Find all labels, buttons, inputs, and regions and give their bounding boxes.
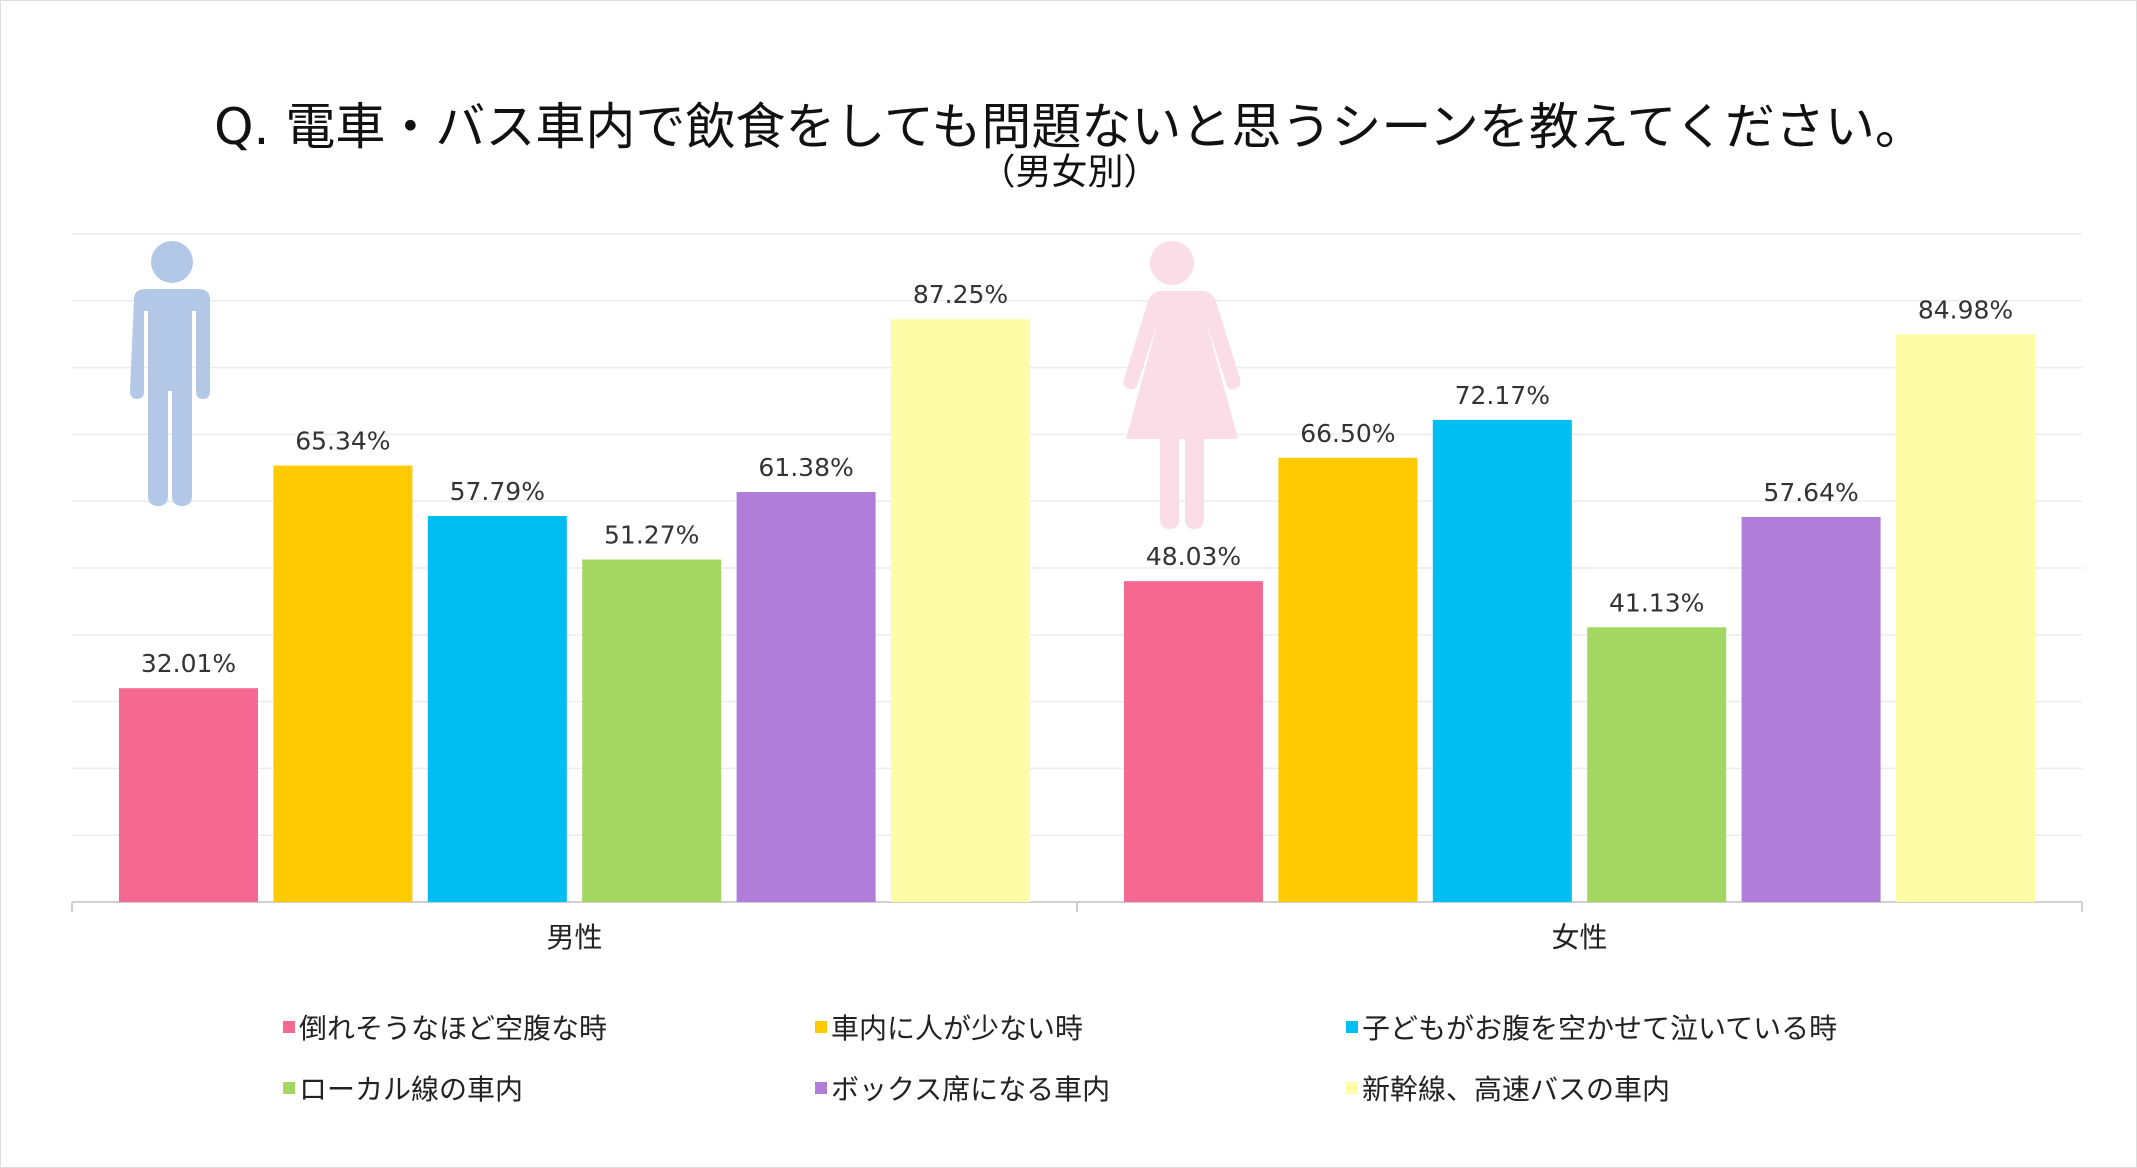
data-label: 32.01%: [141, 649, 236, 678]
bar: [1587, 627, 1727, 902]
legend-item: 車内に人が少ない時: [815, 1007, 1083, 1047]
legend-item: 新幹線、高速バスの車内: [1346, 1068, 1670, 1108]
woman-icon: [1123, 241, 1241, 529]
legend-swatch: [1346, 1082, 1358, 1094]
bar: [273, 465, 413, 902]
bar: [1124, 581, 1263, 902]
data-label: 72.17%: [1455, 381, 1550, 410]
legend-item: ボックス席になる車内: [815, 1068, 1110, 1108]
legend-swatch: [1346, 1021, 1358, 1033]
legend-item: ローカル線の車内: [283, 1068, 523, 1108]
legend-label: ボックス席になる車内: [831, 1073, 1111, 1106]
bar: [119, 688, 258, 902]
bar: [1741, 516, 1881, 902]
bar: [1432, 419, 1572, 902]
legend-item: 倒れそうなほど空腹な時: [283, 1007, 607, 1047]
data-label: 57.64%: [1763, 478, 1858, 507]
category-label: 男性: [546, 921, 602, 954]
category-label: 女性: [1551, 921, 1607, 954]
bar: [427, 515, 567, 902]
data-label: 57.79%: [450, 477, 545, 506]
data-label: 51.27%: [604, 521, 699, 550]
man-icon: [130, 241, 210, 506]
data-label: 41.13%: [1609, 588, 1704, 617]
legend-label: 倒れそうなほど空腹な時: [299, 1012, 608, 1045]
data-label: 65.34%: [295, 427, 390, 456]
bar: [1278, 457, 1418, 902]
legend-swatch: [815, 1021, 827, 1033]
bar: [582, 559, 722, 902]
data-label: 84.98%: [1918, 295, 2013, 324]
legend-swatch: [283, 1082, 295, 1094]
data-label: 48.03%: [1146, 542, 1241, 571]
bar: [1896, 334, 2035, 902]
chart-subtitle: （男女別）: [979, 152, 1160, 193]
legend-label: 新幹線、高速バスの車内: [1362, 1073, 1671, 1106]
legend-item: 子どもがお腹を空かせて泣いている時: [1346, 1007, 1837, 1047]
legend-label: 車内に人が少ない時: [831, 1012, 1084, 1045]
legend-label: 子どもがお腹を空かせて泣いている時: [1362, 1012, 1838, 1045]
bar: [891, 319, 1030, 902]
data-label: 87.25%: [913, 280, 1008, 309]
data-label: 61.38%: [758, 453, 853, 482]
bar: [736, 491, 876, 902]
legend-swatch: [283, 1021, 295, 1033]
legend-label: ローカル線の車内: [299, 1073, 524, 1106]
chart-title: Q. 電車・バス車内で飲食をしても問題ないと思うシーンを教えてください。: [214, 98, 1925, 156]
data-label: 66.50%: [1300, 419, 1395, 448]
legend-swatch: [815, 1082, 827, 1094]
